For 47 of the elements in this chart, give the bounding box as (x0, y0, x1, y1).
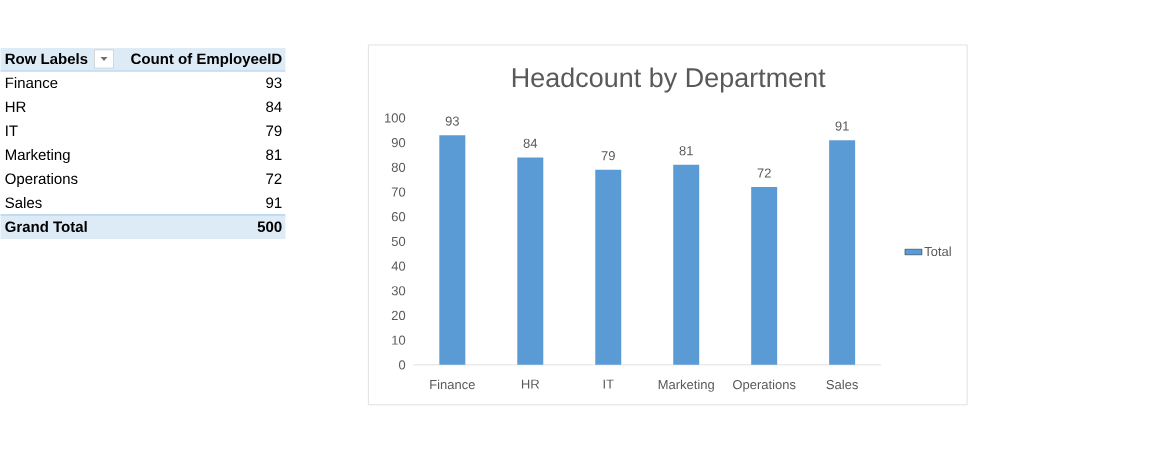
data-label: 81 (679, 146, 693, 156)
category-label: Sales (5, 197, 42, 209)
x-tick-label: Operations (733, 379, 796, 392)
data-label: 79 (266, 125, 282, 137)
category-label: IT (6, 125, 18, 137)
y-tick-label: 70 (391, 187, 406, 197)
data-label: 93 (266, 77, 282, 89)
bar (439, 135, 466, 365)
bar (673, 164, 700, 365)
text: Grand Total (5, 221, 87, 233)
y-tick-label: 60 (391, 212, 406, 222)
bar (751, 187, 778, 365)
category-label: Marketing (5, 149, 70, 164)
y-tick-label: 10 (392, 335, 406, 345)
legend-label: Total (924, 246, 951, 257)
y-tick-label: 100 (384, 113, 406, 123)
data-label: 84 (523, 138, 538, 149)
y-tick-label: 0 (398, 360, 406, 370)
y-tick-label: 90 (391, 138, 406, 148)
chart-title: Headcount by Department (512, 67, 826, 93)
data-label: 91 (266, 197, 282, 209)
data-label: 91 (835, 121, 849, 131)
data-label: 72 (757, 168, 771, 178)
x-tick-label: Finance (430, 379, 475, 390)
category-label: Operations (5, 173, 78, 188)
bar (829, 140, 856, 365)
bar (595, 169, 622, 365)
y-tick-label: 50 (391, 236, 406, 247)
y-tick-label: 20 (391, 310, 406, 321)
text: 500 (257, 221, 282, 233)
text: Row Labels (5, 53, 88, 65)
text: Count of EmployeeID (131, 53, 282, 68)
x-tick-label: IT (603, 379, 614, 389)
bar (517, 157, 544, 365)
y-tick-label: 40 (391, 261, 406, 271)
y-tick-label: 80 (391, 162, 406, 173)
data-label: 72 (266, 173, 282, 185)
x-tick-label: HR (521, 379, 540, 389)
x-tick-label: Sales (826, 379, 858, 390)
data-label: 84 (266, 101, 282, 113)
category-label: Finance (5, 77, 58, 89)
x-tick-label: Marketing (658, 379, 714, 392)
data-label: 93 (445, 116, 459, 126)
data-label: 79 (601, 151, 615, 161)
data-label: 81 (266, 149, 282, 161)
category-label: HR (5, 101, 26, 113)
y-tick-label: 30 (391, 286, 406, 296)
